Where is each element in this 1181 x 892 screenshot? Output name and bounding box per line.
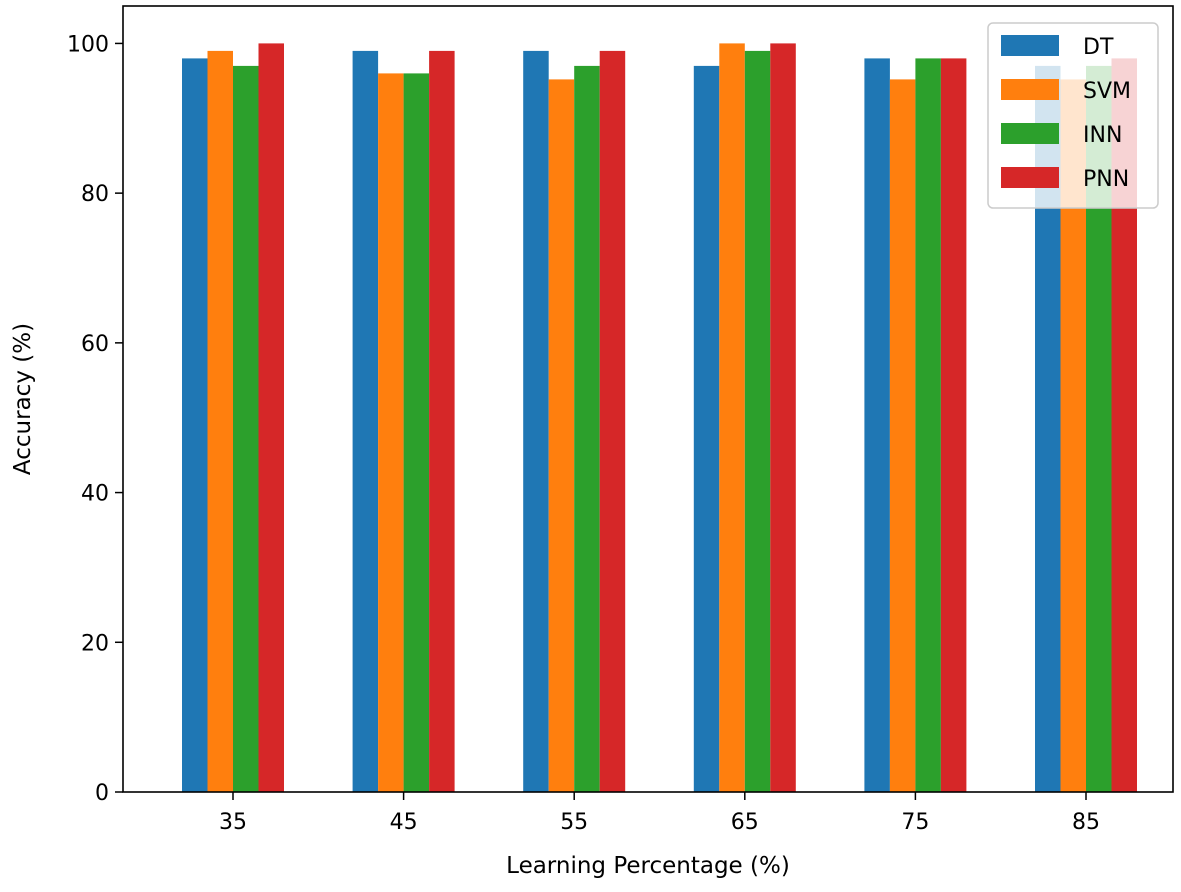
x-axis-title: Learning Percentage (%) — [506, 853, 790, 879]
legend-item-dt: DT — [1001, 35, 1114, 60]
series-inn — [233, 50, 1112, 792]
legend-swatch — [1001, 123, 1059, 144]
series-dt — [182, 50, 1061, 792]
y-tick-label: 100 — [67, 32, 109, 57]
bar-inn-75 — [915, 58, 941, 792]
y-axis-title: Accuracy (%) — [10, 323, 36, 475]
bar-dt-75 — [864, 58, 890, 792]
bar-dt-35 — [182, 58, 208, 792]
legend-swatch — [1001, 35, 1059, 56]
bar-svm-55 — [548, 79, 575, 792]
legend-swatch — [1001, 167, 1059, 188]
legend-swatch — [1001, 79, 1059, 100]
legend: DT SVM INN PNN — [987, 22, 1159, 209]
bars-layer — [182, 43, 1137, 792]
bar-svm-35 — [207, 50, 233, 792]
bar-dt-65 — [693, 65, 720, 792]
bar-inn-65 — [744, 50, 771, 792]
legend-label: DT — [1083, 35, 1114, 60]
bar-inn-45 — [403, 73, 430, 792]
bar-pnn-75 — [940, 58, 967, 792]
y-axis: 0 20 40 60 80 100 — [67, 32, 123, 806]
bar-pnn-55 — [599, 50, 626, 792]
y-tick-label: 60 — [81, 332, 109, 357]
legend-item-svm: SVM — [1001, 79, 1131, 104]
legend-item-pnn: PNN — [1001, 167, 1129, 192]
x-tick-label: 65 — [731, 810, 759, 835]
legend-box — [987, 22, 1159, 209]
y-tick-label: 40 — [81, 482, 109, 507]
y-tick-label: 80 — [81, 182, 109, 207]
bar-svm-65 — [719, 43, 745, 792]
bar-pnn-45 — [429, 50, 455, 792]
legend-label: PNN — [1083, 167, 1129, 192]
x-axis: 35 45 55 65 75 85 — [219, 792, 1100, 835]
x-tick-label: 75 — [901, 810, 929, 835]
series-svm — [207, 43, 1086, 792]
legend-label: INN — [1083, 123, 1122, 148]
legend-label: SVM — [1083, 79, 1131, 104]
y-tick-label: 0 — [95, 781, 109, 806]
bar-dt-45 — [352, 50, 379, 792]
bar-svm-75 — [889, 79, 916, 792]
legend-item-inn: INN — [1001, 123, 1122, 148]
x-tick-label: 85 — [1072, 810, 1100, 835]
plot-frame — [122, 5, 1174, 793]
bar-inn-55 — [574, 65, 600, 792]
y-tick-label: 20 — [81, 631, 109, 656]
bar-dt-55 — [523, 50, 549, 792]
bar-pnn-65 — [770, 43, 796, 792]
x-tick-label: 45 — [390, 810, 418, 835]
bar-pnn-35 — [258, 43, 284, 792]
x-tick-label: 35 — [219, 810, 247, 835]
x-tick-label: 55 — [560, 810, 588, 835]
bar-inn-35 — [233, 65, 259, 792]
bar-svm-45 — [378, 73, 404, 792]
